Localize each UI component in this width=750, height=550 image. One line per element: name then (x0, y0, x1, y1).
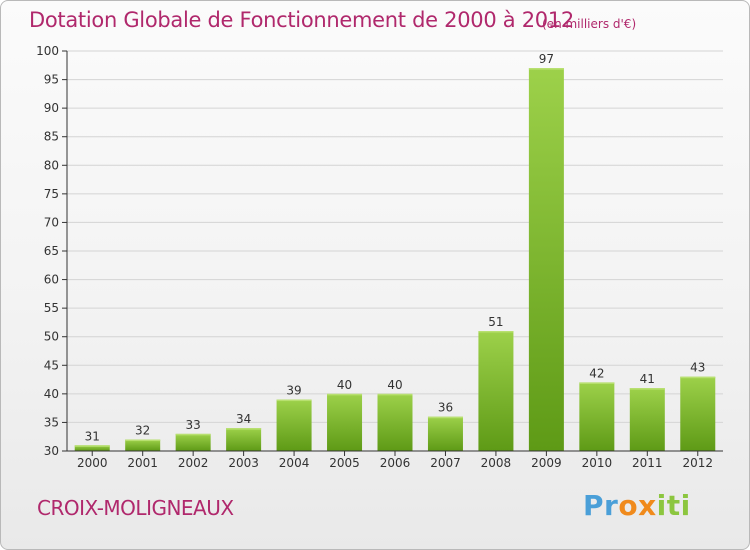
y-tick-label: 90 (44, 101, 59, 115)
bar-highlight (226, 428, 262, 430)
y-tick-label: 65 (44, 244, 59, 258)
x-tick-label: 2011 (632, 456, 663, 470)
x-tick-label: 2000 (77, 456, 108, 470)
bar (478, 331, 514, 451)
bar-highlight (74, 445, 110, 447)
y-tick-label: 55 (44, 301, 59, 315)
data-label: 32 (135, 424, 150, 438)
x-tick-label: 2003 (228, 456, 259, 470)
bar-highlight (478, 331, 514, 333)
bar (74, 445, 110, 451)
bar (175, 433, 211, 451)
data-label: 34 (236, 412, 251, 426)
bar-highlight (629, 388, 665, 390)
bar (125, 439, 161, 451)
data-label: 51 (488, 315, 503, 329)
data-label: 33 (186, 418, 201, 432)
data-label: 40 (337, 378, 352, 392)
bar (276, 399, 312, 451)
bar-highlight (528, 68, 564, 70)
bar-highlight (175, 433, 211, 436)
logo-letter: t (666, 489, 681, 522)
bar (528, 68, 564, 452)
y-tick-label: 70 (44, 215, 59, 229)
data-label: 43 (690, 361, 705, 375)
bar (377, 393, 413, 451)
x-tick-label: 2004 (279, 456, 310, 470)
chart-title: Dotation Globale de Fonctionnement de 20… (29, 8, 574, 32)
logo-letter: r (604, 489, 619, 522)
bar-highlight (579, 382, 615, 384)
bar-highlight (377, 393, 413, 396)
data-label: 31 (85, 429, 100, 443)
bar (327, 393, 363, 451)
y-tick-label: 85 (44, 130, 59, 144)
x-tick-label: 2001 (127, 456, 158, 470)
data-label: 39 (286, 384, 301, 398)
bar-highlight (427, 416, 463, 419)
bar-highlight (276, 399, 312, 402)
y-tick-label: 100 (36, 44, 59, 58)
bar (226, 428, 262, 451)
y-tick-label: 80 (44, 158, 59, 172)
bar-highlight (327, 393, 363, 396)
data-label: 40 (387, 378, 402, 392)
logo-letter: x (638, 489, 657, 522)
y-tick-label: 45 (44, 358, 59, 372)
y-tick-label: 35 (44, 415, 59, 429)
bar (629, 388, 665, 451)
y-tick-label: 60 (44, 273, 59, 287)
x-tick-label: 2007 (430, 456, 461, 470)
data-label: 36 (438, 401, 453, 415)
chart-subtitle: (en milliers d'€) (542, 17, 637, 31)
proxiti-logo: Proxiti (583, 489, 691, 522)
x-tick-label: 2009 (531, 456, 562, 470)
bars: 31 32 33 34 39 40 40 36 51 97 42 41 43 (74, 52, 716, 452)
bar-highlight (680, 376, 716, 379)
logo-letter: P (583, 489, 605, 522)
data-label: 97 (539, 52, 554, 66)
data-label: 41 (640, 372, 655, 386)
x-tick-label: 2008 (481, 456, 512, 470)
y-tick-label: 40 (44, 387, 59, 401)
y-tick-label: 95 (44, 73, 59, 87)
logo-letter: o (618, 489, 639, 522)
x-tick-label: 2012 (682, 456, 713, 470)
x-tick-label: 2006 (380, 456, 411, 470)
bar-highlight (125, 439, 161, 442)
bar (427, 416, 463, 451)
axes: 30 35 40 45 50 55 60 65 70 75 80 85 90 95 100 2000 2001 2… (36, 44, 723, 470)
y-tick-label: 50 (44, 330, 59, 344)
x-tick-label: 2002 (178, 456, 209, 470)
grid-lines (67, 50, 723, 423)
bar (579, 382, 615, 451)
logo-letter: i (656, 489, 667, 522)
x-tick-label: 2010 (582, 456, 613, 470)
bar (680, 376, 716, 451)
y-tick-label: 30 (44, 444, 59, 458)
data-label: 42 (589, 366, 604, 380)
x-tick-label: 2005 (329, 456, 360, 470)
logo-letter: i (680, 489, 691, 522)
commune-name: CROIX-MOLIGNEAUX (37, 496, 234, 520)
y-tick-label: 75 (44, 187, 59, 201)
